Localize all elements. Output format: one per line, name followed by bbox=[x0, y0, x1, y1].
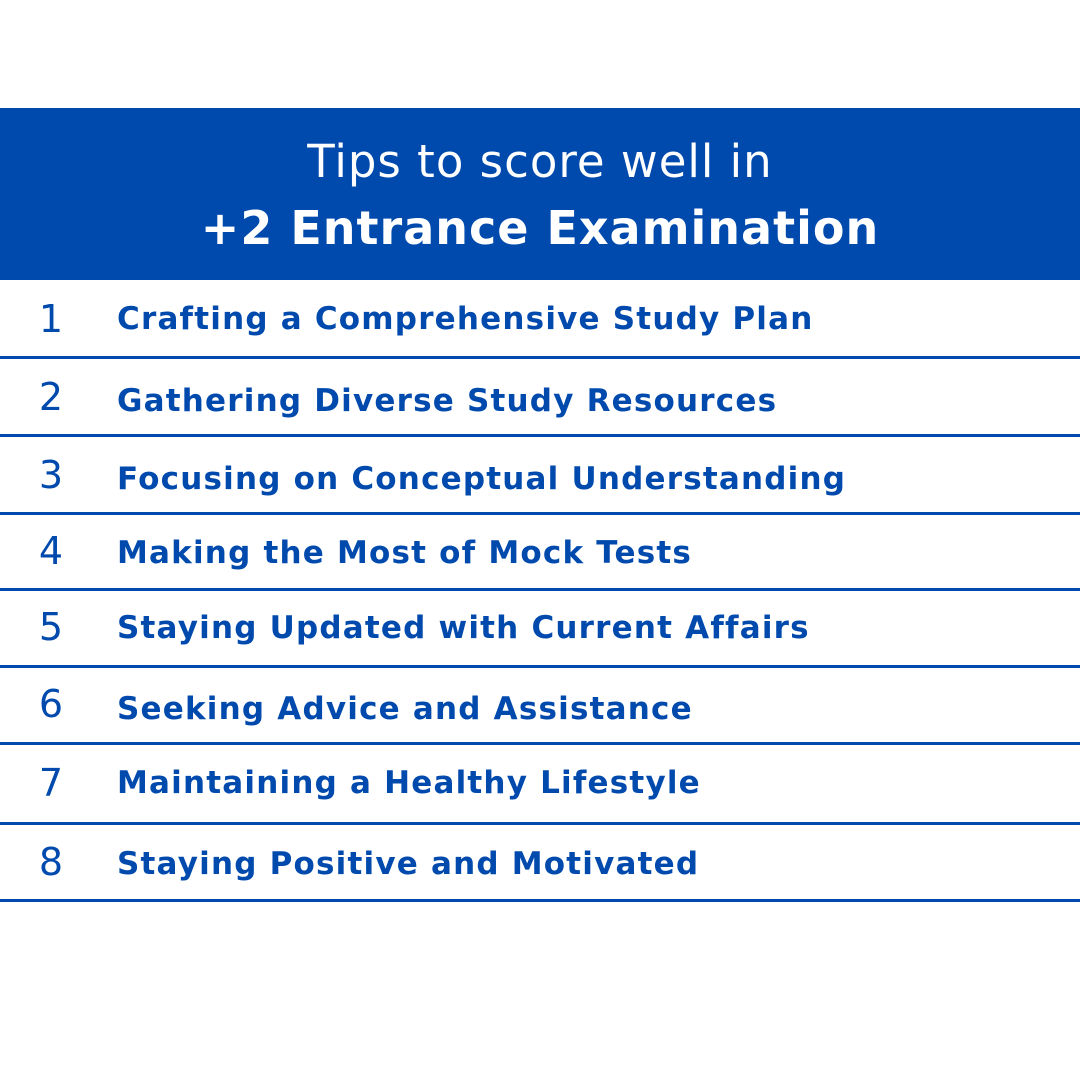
tip-number: 8 bbox=[38, 840, 64, 884]
tip-row-1: 1 Crafting a Comprehensive Study Plan bbox=[0, 280, 1080, 359]
tip-text: Staying Updated with Current Affairs bbox=[117, 610, 810, 646]
tip-text: Gathering Diverse Study Resources bbox=[117, 383, 778, 419]
title-banner: Tips to score well in +2 Entrance Examin… bbox=[0, 108, 1080, 280]
tip-number: 6 bbox=[38, 682, 64, 726]
title-line-2: +2 Entrance Examination bbox=[200, 201, 880, 255]
tip-row-8: 8 Staying Positive and Motivated bbox=[0, 825, 1080, 902]
tip-text: Seeking Advice and Assistance bbox=[117, 691, 693, 727]
tip-row-6: 6 Seeking Advice and Assistance bbox=[0, 668, 1080, 745]
tip-text: Crafting a Comprehensive Study Plan bbox=[117, 301, 814, 337]
tip-row-4: 4 Making the Most of Mock Tests bbox=[0, 515, 1080, 591]
tip-number: 3 bbox=[38, 453, 64, 497]
tip-number: 7 bbox=[38, 761, 64, 805]
title-line-1: Tips to score well in bbox=[307, 135, 773, 188]
tip-row-5: 5 Staying Updated with Current Affairs bbox=[0, 591, 1080, 668]
tip-text: Making the Most of Mock Tests bbox=[117, 535, 693, 571]
tip-row-2: 2 Gathering Diverse Study Resources bbox=[0, 359, 1080, 437]
tip-text: Staying Positive and Motivated bbox=[117, 846, 700, 882]
tip-number: 4 bbox=[38, 529, 64, 573]
tip-row-3: 3 Focusing on Conceptual Understanding bbox=[0, 437, 1080, 515]
tip-number: 5 bbox=[38, 605, 64, 649]
tip-text: Focusing on Conceptual Understanding bbox=[117, 461, 847, 497]
tip-row-7: 7 Maintaining a Healthy Lifestyle bbox=[0, 745, 1080, 825]
tip-number: 1 bbox=[38, 297, 64, 341]
tip-text: Maintaining a Healthy Lifestyle bbox=[117, 765, 701, 801]
tip-number: 2 bbox=[38, 375, 64, 419]
